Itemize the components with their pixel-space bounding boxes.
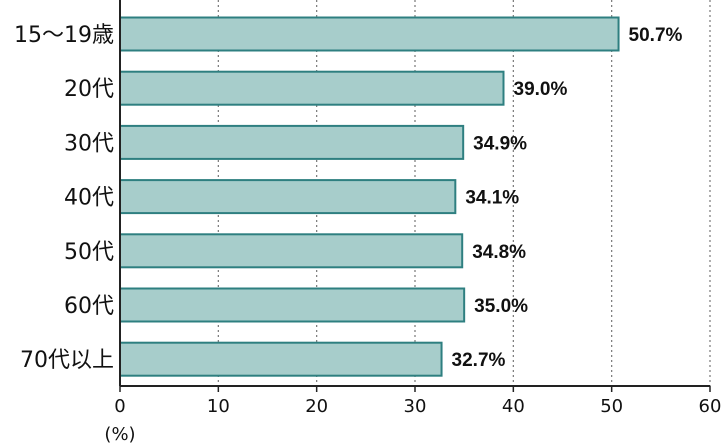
value-labels: 50.7% 39.0% 34.9% 34.1% 34.8% 35.0% 32.7% (452, 25, 683, 371)
bar-2 (119, 70, 505, 106)
value-label: 32.7% (452, 350, 506, 371)
bar-1 (119, 16, 620, 52)
category-label: 50代 (64, 240, 114, 265)
x-tick-label: 0 (114, 396, 125, 417)
bar-4 (119, 179, 457, 215)
category-labels: 15〜19歳 20代 30代 40代 50代 60代 70代以上 (14, 23, 114, 373)
value-label: 34.9% (473, 133, 527, 154)
category-label: 15〜19歳 (14, 23, 114, 48)
bar-5 (119, 233, 464, 269)
x-tick-label: 10 (207, 396, 230, 417)
x-tick-label: 60 (699, 396, 722, 417)
x-tick-label: 40 (502, 396, 525, 417)
x-unit-label: (%) (104, 424, 135, 444)
x-tick-label: 30 (404, 396, 427, 417)
bars (119, 16, 620, 377)
value-label: 34.1% (465, 188, 519, 209)
category-label: 30代 (64, 131, 114, 156)
value-label: 34.8% (472, 242, 526, 263)
value-label: 50.7% (629, 25, 683, 46)
axes (119, 0, 711, 392)
x-tick-labels: 0 10 20 30 40 50 60 (114, 396, 721, 417)
value-label: 35.0% (474, 296, 528, 317)
value-label: 39.0% (514, 79, 568, 100)
category-label: 70代以上 (20, 348, 114, 373)
x-tick-label: 20 (305, 396, 328, 417)
category-label: 20代 (64, 77, 114, 102)
bar-3 (119, 124, 465, 160)
category-label: 60代 (64, 294, 114, 319)
category-label: 40代 (64, 186, 114, 211)
x-tick-label: 50 (600, 396, 623, 417)
bar-6 (119, 287, 466, 323)
bar-7 (119, 341, 443, 377)
